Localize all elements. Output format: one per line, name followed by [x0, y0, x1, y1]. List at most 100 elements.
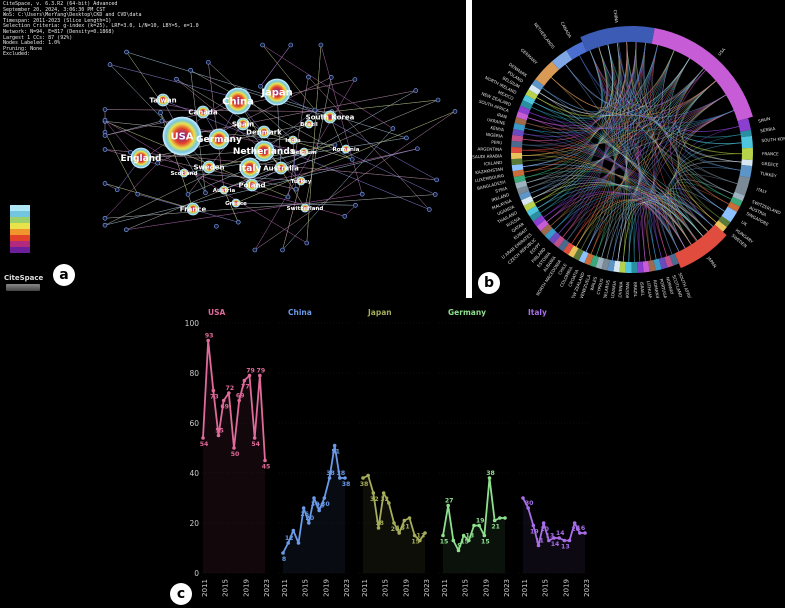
chord-country-label: SOUTH KOREA — [761, 136, 785, 144]
data-point — [263, 458, 267, 463]
data-label: 20 — [571, 526, 580, 533]
network-node — [359, 191, 365, 197]
network-node — [235, 219, 241, 225]
network-node-scotland: Scotland — [170, 168, 198, 178]
chord-country-label: CHILE — [557, 262, 568, 275]
network-edge — [304, 77, 332, 209]
chord-country-label: LUXEMBOURG — [475, 173, 505, 183]
data-point — [503, 516, 507, 520]
data-label: 30 — [311, 501, 320, 508]
network-node — [404, 135, 409, 141]
chord-arc — [558, 239, 570, 252]
chord-arc — [522, 94, 536, 105]
data-label: 15 — [411, 539, 420, 546]
chord-arc — [601, 258, 610, 271]
metadata-line: Selection Criteria: g-index (k=25), LRF=… — [3, 23, 199, 30]
chord-arc — [529, 210, 542, 222]
node-label: Sweden — [194, 163, 225, 171]
annual-publications-chart: 020406080100USA5493735569725069777954794… — [185, 308, 591, 597]
chord-ribbons — [522, 42, 742, 262]
chord-ribbon — [595, 50, 675, 257]
data-point — [301, 506, 306, 510]
data-point — [423, 531, 427, 535]
x-tick-label: 2019 — [402, 579, 410, 597]
chord-arc — [578, 250, 589, 264]
chord-ribbon — [550, 77, 692, 245]
data-label: 15 — [481, 539, 490, 546]
chord-ribbon — [580, 80, 717, 250]
chord-ribbon — [529, 94, 727, 129]
x-tick-label: 2019 — [322, 579, 330, 597]
data-point — [332, 443, 337, 448]
chord-country-label: SPAIN — [758, 116, 771, 124]
data-point — [572, 521, 577, 525]
network-node-south-korea: South Korea — [306, 110, 355, 124]
network-edge — [306, 44, 322, 244]
data-point — [461, 533, 466, 538]
data-label: 15 — [440, 539, 449, 546]
chord-ribbon — [672, 142, 742, 241]
chord-country-label: KENYA — [490, 125, 504, 132]
network-node — [203, 190, 208, 196]
network-node — [349, 157, 355, 162]
chord-arc — [562, 242, 574, 255]
network-node — [206, 59, 211, 65]
network-edge — [104, 194, 436, 219]
data-point — [211, 388, 216, 393]
chord-ribbon — [522, 138, 714, 227]
x-tick-label: 2023 — [423, 579, 431, 597]
network-edge — [181, 90, 416, 137]
data-label: 27 — [445, 498, 454, 505]
chord-ribbon — [522, 110, 734, 147]
chord-country-label: QATAR — [511, 221, 525, 233]
chord-ribbon — [612, 42, 637, 261]
network-node — [452, 109, 458, 114]
annual-publications-chart-panel: 0 20 40 60 80 100 USA 54 93 73 55 69 72 50 69 77 79 54 79 4… — [0, 298, 785, 608]
node-circle — [231, 198, 241, 208]
x-tick-label: 2015 — [382, 579, 390, 597]
network-edge — [126, 51, 163, 104]
network-node-turkey: Turkey — [291, 176, 312, 186]
chord-arc — [535, 61, 560, 86]
data-label: 16 — [396, 525, 405, 532]
chord-country-label: BRAZIL — [633, 282, 638, 298]
metadata-line: Pruning: None — [3, 45, 43, 52]
chord-ribbon — [546, 94, 727, 223]
data-label: 13 — [417, 533, 426, 540]
chord-arc — [515, 180, 528, 189]
network-node-poland: Poland — [238, 178, 266, 192]
network-node — [328, 75, 334, 80]
node-label: Brazil — [300, 122, 318, 128]
network-edge — [262, 44, 316, 111]
chord-arc — [607, 259, 616, 272]
network-edge — [187, 167, 251, 195]
network-edge — [263, 109, 316, 152]
network-node — [102, 107, 108, 112]
data-point — [338, 476, 342, 480]
chord-ribbon — [533, 44, 658, 119]
chord-country-label: PERU — [491, 140, 502, 146]
chord-country-label: PAKISTAN — [625, 282, 631, 298]
chord-ribbon — [676, 126, 740, 232]
chord-ribbon — [522, 94, 727, 151]
chord-country-label: NIGERIA — [485, 132, 503, 139]
node-circle — [274, 161, 288, 175]
chord-ribbon — [628, 58, 690, 262]
network-edge — [344, 151, 436, 195]
chord-arc — [511, 134, 524, 142]
chord-arc — [741, 159, 753, 167]
chord-ribbon — [537, 50, 675, 209]
chord-ribbon — [550, 77, 717, 116]
chord-ribbon — [579, 55, 734, 124]
data-point — [387, 501, 391, 505]
data-point — [216, 433, 221, 438]
chord-arc — [516, 185, 530, 195]
chord-ribbon — [539, 92, 703, 237]
network-node — [352, 77, 358, 82]
data-point — [227, 391, 231, 395]
network-node — [413, 88, 419, 93]
chord-ribbon — [550, 42, 628, 108]
network-node — [427, 207, 432, 212]
